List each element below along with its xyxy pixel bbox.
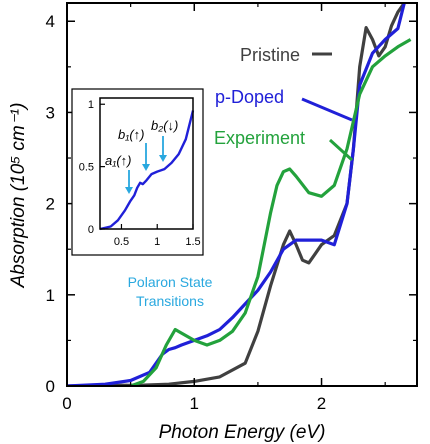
inset-annotation-b1: b₁(↑): [118, 127, 145, 142]
inset-x-tick-label: 1.5: [185, 236, 200, 248]
y-tick-label: 4: [46, 12, 55, 31]
polaron-label-line2: Transitions: [136, 293, 204, 309]
x-tick-label: 1: [190, 394, 199, 413]
inset-y-tick-label: 0: [88, 224, 94, 236]
inset-box: [71, 88, 204, 256]
inset-annotation-b2: b₂(↓): [151, 118, 178, 133]
inset-plot: 0.5 1 1.5 0 0.5 1 a₁(↑) b₁(↑) b₂(↓): [71, 88, 204, 256]
inset-y-tick-label: 1: [88, 99, 94, 111]
plot-frame: [66, 2, 418, 387]
y-tick-label: 1: [46, 286, 55, 305]
experiment-pointer: [328, 138, 354, 162]
x-tick-label: 2: [317, 394, 326, 413]
inset-x-tick-label: 0.5: [114, 236, 129, 248]
y-tick-label: 2: [46, 195, 55, 214]
y-tick-label: 3: [46, 103, 55, 122]
inset-annotation-b2-arrow-head: [159, 155, 167, 162]
series-experiment: [130, 38, 412, 386]
x-tick-label: 0: [62, 394, 71, 413]
pdoped-pointer: [301, 97, 353, 122]
inset-frame: [99, 97, 194, 230]
x-axis-label: Photon Energy (eV): [159, 422, 326, 443]
y-tick-label: 0: [46, 377, 55, 396]
pristine-label: Pristine: [240, 45, 300, 65]
inset-x-tick-label: 1: [154, 236, 160, 248]
experiment-label: Experiment: [214, 128, 305, 148]
inset-annotation-a1-arrow-head: [125, 187, 133, 194]
y-axis-label: Absorption (10⁵ cm⁻¹): [8, 103, 29, 289]
pdoped-label: p-Doped: [215, 87, 284, 107]
polaron-label-line1: Polaron State: [128, 274, 213, 290]
inset-annotation-a1: a₁(↑): [105, 153, 132, 168]
inset-y-tick-label: 0.5: [79, 162, 94, 174]
inset-annotation-b1-arrow-head: [142, 164, 150, 171]
main-plot: 0 1 2 0 1 2 3 4 Photon Energy (eV) Absorption (10…: [8, 2, 418, 443]
series-pristine: [67, 3, 406, 386]
inset-series-p-doped: [99, 110, 195, 231]
